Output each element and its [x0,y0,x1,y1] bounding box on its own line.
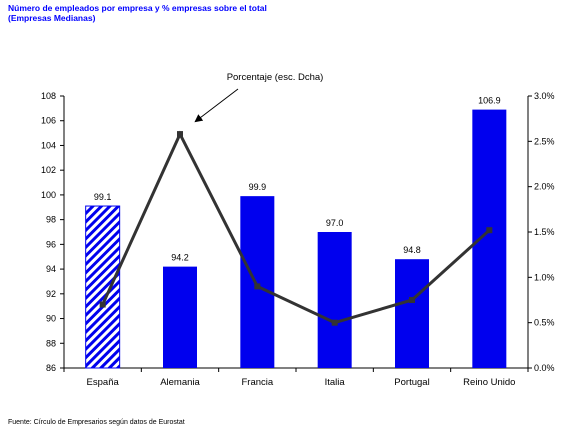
line-series [99,130,493,326]
bar-value-label: 99.9 [249,182,267,192]
y-tick-label-right: 1.5% [534,227,555,237]
bar-value-label: 94.2 [171,253,189,263]
y-tick-label-left: 88 [46,338,56,348]
y-tick-label-right: 3.0% [534,91,555,101]
bar-value-label: 106.9 [478,96,501,106]
y-tick-label-left: 106 [41,116,56,126]
y-tick-label-left: 102 [41,165,56,175]
y-tick-label-right: 0.0% [534,363,555,373]
labels: 99.1 España 94.2 Alemania 99.9 Francia 97.0 Ita… [87,96,516,388]
annotation-arrow [194,88,239,123]
bars [85,109,507,369]
y-tick-label-left: 108 [41,91,56,101]
bar [163,266,197,368]
y-tick-label-left: 104 [41,140,56,150]
line-point [486,227,493,234]
y-tick-label-left: 96 [46,239,56,249]
chart-title-line2: (Empresas Medianas) [8,13,96,23]
chart-title-line1: Número de empleados por empresa y % empr… [8,3,267,13]
bar [85,205,121,369]
y-tick-label-left: 86 [46,363,56,373]
y-tick-label-left: 100 [41,190,56,200]
line-path [101,130,491,325]
bar-value-label: 97.0 [326,218,344,228]
x-tick-label: Alemania [160,377,200,388]
annotation-label: Porcentaje (esc. Dcha) [227,72,324,83]
line-point [409,297,415,303]
x-tick-label: Francia [241,377,273,388]
y-tick-label-left: 94 [46,264,56,274]
line-point [177,131,183,138]
y-tick-label-right: 1.0% [534,272,555,282]
bar [317,232,352,368]
line-point [331,319,338,326]
bar [472,109,507,368]
y-tick-label-right: 2.0% [534,182,555,192]
x-tick-label: Italia [325,377,346,388]
y-tick-label-left: 90 [46,314,56,324]
y-tick-label-left: 98 [46,215,56,225]
x-tick-label: Reino Unido [463,377,515,388]
axes: 86 88 90 92 94 96 98 100 102 104 106 108 0.0% 0.5% 1.0… [41,91,555,373]
y-tick-label-right: 0.5% [534,318,555,328]
y-tick-label-right: 2.5% [534,136,555,146]
bar [395,259,429,368]
y-tick-label-left: 92 [46,289,56,299]
line-point [99,301,106,308]
x-tick-label: España [87,377,120,388]
bar-value-label: 99.1 [94,192,112,202]
chart-title: Número de empleados por empresa y % empr… [8,3,267,23]
line-point [254,283,261,290]
bar [240,196,275,368]
bar-value-label: 94.8 [403,245,421,255]
x-tick-label: Portugal [394,377,429,388]
source-note: Fuente: Círculo de Empresarios según dat… [8,419,185,426]
